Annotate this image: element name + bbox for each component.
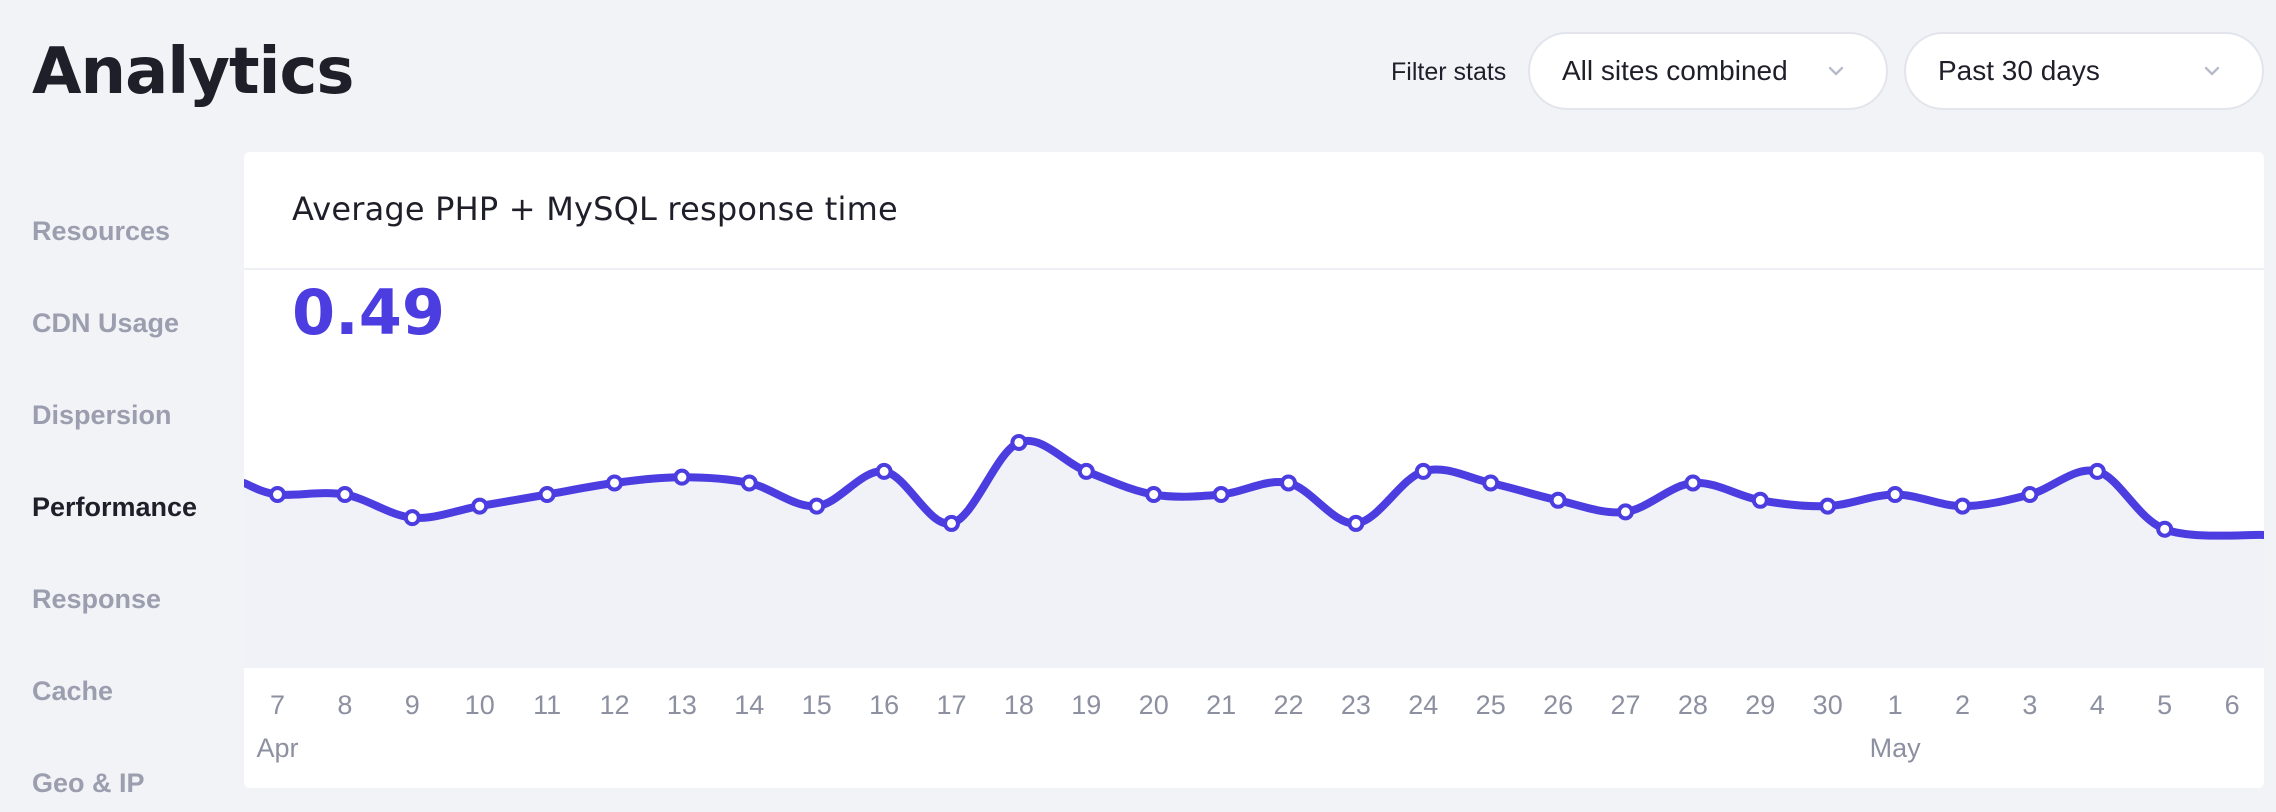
chart-point[interactable] — [1617, 503, 1634, 521]
x-tick-label: 25 — [1476, 690, 1506, 720]
x-tick-label: 5 — [2157, 690, 2172, 720]
chart-point[interactable] — [1145, 486, 1163, 504]
period-select-value: Past 30 days — [1938, 55, 2100, 86]
x-tick-label: 23 — [1341, 690, 1371, 720]
x-tick-label: 9 — [405, 690, 420, 720]
chart-point[interactable] — [943, 514, 960, 532]
x-tick-label: 21 — [1206, 690, 1236, 720]
chart-point[interactable] — [269, 486, 286, 504]
chart-point[interactable] — [808, 497, 826, 515]
page-title: Analytics — [32, 35, 354, 109]
x-tick-label: 24 — [1408, 690, 1438, 720]
chart-point[interactable] — [673, 468, 691, 486]
sidebar-item-cdn-usage[interactable]: CDN Usage — [32, 308, 180, 338]
chart-point[interactable] — [538, 486, 556, 504]
chart-point[interactable] — [1212, 486, 1230, 504]
chart-point[interactable] — [471, 497, 489, 515]
x-tick-label: 10 — [465, 690, 495, 720]
chart-point[interactable] — [403, 509, 421, 527]
sidebar-item-dispersion[interactable]: Dispersion — [32, 400, 172, 430]
chevron-down-icon — [2204, 66, 2220, 76]
chart-point[interactable] — [1347, 514, 1365, 532]
card-title: Average PHP + MySQL response time — [292, 190, 898, 228]
x-tick-label: 27 — [1610, 690, 1640, 720]
sidebar-item-resources[interactable]: Resources — [32, 216, 171, 246]
x-tick-label: 3 — [2022, 690, 2037, 720]
response-time-chart: 7 8 9 10 11 12 13 14 15 16 17 18 19 20 21 22 23 24 25 26 27 2… — [244, 433, 2264, 763]
chart-point[interactable] — [1886, 486, 1904, 504]
chart-area-fill — [244, 440, 2264, 668]
chart-point[interactable] — [1280, 474, 1297, 492]
chart-point[interactable] — [2021, 486, 2039, 504]
sidebar-item-geo-ip[interactable]: Geo & IP — [32, 768, 145, 798]
site-select-value: All sites combined — [1562, 55, 1788, 86]
chart-point[interactable] — [875, 462, 893, 480]
x-tick-label: 16 — [869, 690, 899, 720]
x-tick-label: 4 — [2090, 690, 2105, 720]
chart-point[interactable] — [1549, 491, 1567, 509]
x-tick-label: 12 — [599, 690, 629, 720]
chart-point[interactable] — [1077, 462, 1095, 480]
chart-point[interactable] — [1414, 462, 1432, 480]
x-month-label: Apr — [256, 733, 298, 763]
x-tick-label: 17 — [936, 690, 966, 720]
chart-point[interactable] — [1010, 433, 1028, 451]
x-month-label: May — [1870, 733, 1922, 763]
period-select[interactable]: Past 30 days — [1904, 32, 2264, 110]
x-tick-label: 1 — [1888, 690, 1903, 720]
filter-stats-label: Filter stats — [1391, 58, 1507, 86]
chart-point[interactable] — [1482, 474, 1500, 492]
x-tick-label: 30 — [1813, 690, 1843, 720]
chart-point[interactable] — [1684, 474, 1702, 492]
chart-point[interactable] — [1751, 491, 1769, 509]
chart-point[interactable] — [740, 474, 758, 492]
x-tick-label: 8 — [337, 690, 352, 720]
x-tick-label: 2 — [1955, 690, 1970, 720]
x-tick-label: 18 — [1004, 690, 1034, 720]
x-tick-label: 11 — [533, 690, 561, 720]
x-tick-label: 22 — [1273, 690, 1303, 720]
chevron-down-icon — [1828, 66, 1844, 76]
x-tick-label: 29 — [1745, 690, 1775, 720]
chart-point[interactable] — [2088, 462, 2106, 480]
x-tick-label: 20 — [1139, 690, 1169, 720]
x-tick-label: 14 — [734, 690, 764, 720]
sidebar-item-performance[interactable]: Performance — [32, 492, 198, 522]
x-tick-label: 19 — [1071, 690, 1101, 720]
x-tick-label: 28 — [1678, 690, 1708, 720]
x-tick-label: 13 — [667, 690, 697, 720]
chart-point[interactable] — [1819, 497, 1837, 515]
sidebar-item-cache[interactable]: Cache — [32, 676, 114, 706]
chart-point[interactable] — [606, 474, 623, 492]
metric-value: 0.49 — [292, 276, 445, 349]
x-tick-label: 7 — [270, 690, 285, 720]
chart-point[interactable] — [1954, 497, 1971, 515]
chart-point[interactable] — [336, 486, 354, 504]
x-tick-label: 15 — [802, 690, 832, 720]
site-select[interactable]: All sites combined — [1528, 32, 1888, 110]
x-tick-label: 6 — [2225, 690, 2240, 720]
x-tick-label: 26 — [1543, 690, 1573, 720]
chart-point[interactable] — [2156, 520, 2174, 538]
sidebar-item-response[interactable]: Response — [32, 584, 162, 614]
performance-card: Average PHP + MySQL response time 0.49 7… — [244, 152, 2264, 788]
card-header: Average PHP + MySQL response time — [244, 152, 2264, 270]
